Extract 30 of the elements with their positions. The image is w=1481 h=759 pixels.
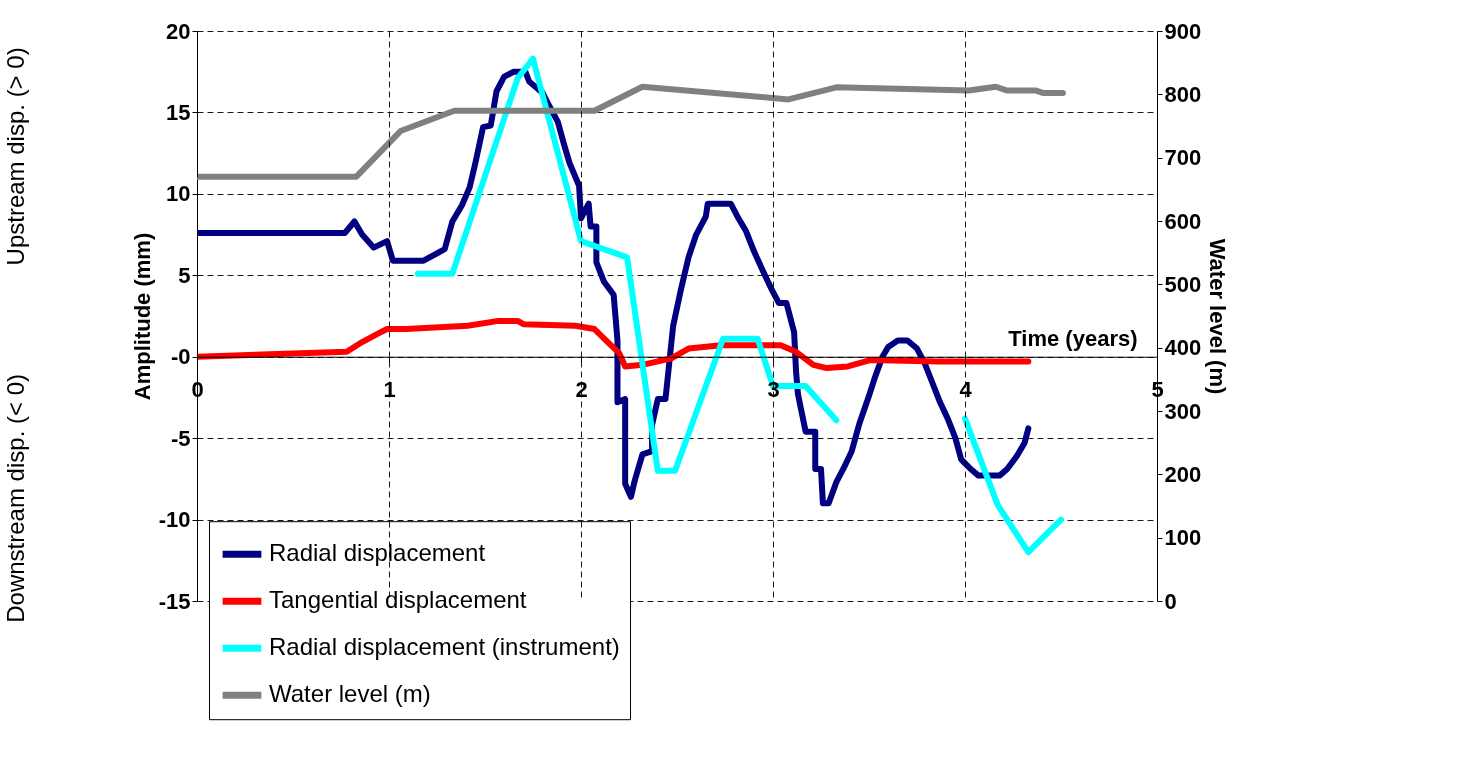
legend-label: Radial displacement [269,539,486,567]
y2-tick-label: 100 [1164,525,1202,551]
y2-tick-label: 800 [1164,81,1202,107]
y-tick-label: 10 [166,181,191,207]
y2-axis-title: Water level (m) [1205,238,1231,395]
x-tick-label: 1 [383,377,396,403]
y2-tick-label: 500 [1164,271,1202,297]
y-tick-label: 5 [178,262,191,288]
x-tick-label: 2 [575,377,588,403]
y-axis-title: Amplitude (mm) [129,232,155,401]
y-tick-label: -10 [158,507,191,533]
y2-tick-label: 700 [1164,145,1202,171]
y-tick-label: -15 [158,588,191,614]
y2-tick-label: 600 [1164,208,1202,234]
text: Upstream disp. (> 0) [2,47,29,266]
y2-tick-label: 400 [1164,335,1202,361]
y-tick-label: -5 [170,425,191,451]
y-tick-label: -0 [170,344,191,370]
y2-tick-label: 900 [1164,18,1202,44]
legend-label: Tangential displacement [269,586,527,614]
text: Downstream disp. (< 0) [2,374,29,623]
x-tick-label: 4 [959,377,973,403]
x-axis-title: Time (years) [1008,326,1138,352]
y2-tick-label: 200 [1164,461,1202,487]
legend-label: Water level (m) [269,680,431,708]
y-tick-label: 20 [166,18,191,44]
y-tick-label: 15 [166,99,191,125]
y2-tick-label: 300 [1164,398,1202,424]
y2-tick-label: 0 [1164,588,1177,614]
legend-label: Radial displacement (instrument) [269,633,620,661]
